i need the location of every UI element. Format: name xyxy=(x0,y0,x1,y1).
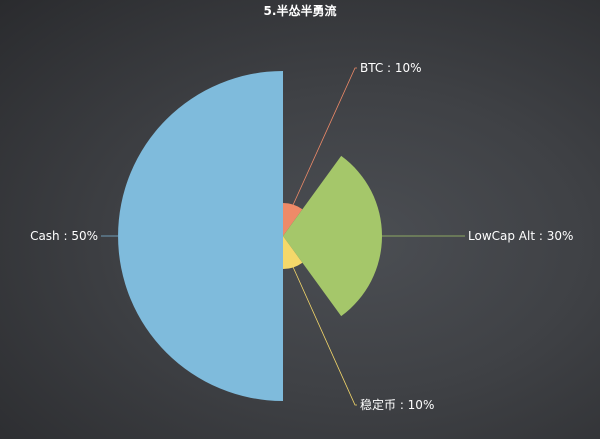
chart-title: 5.半怂半勇流 xyxy=(263,4,337,18)
slice-2[interactable] xyxy=(283,236,303,269)
label-line-2 xyxy=(292,267,357,406)
slice-0[interactable] xyxy=(283,203,303,236)
label-line-0 xyxy=(292,67,357,205)
slice-label-1: LowCap Alt : 30% xyxy=(468,229,573,243)
slice-label-0: BTC : 10% xyxy=(360,61,422,75)
slice-3[interactable] xyxy=(118,71,283,401)
slice-1[interactable] xyxy=(283,155,382,317)
slice-label-3: Cash : 50% xyxy=(30,229,98,243)
slice-label-2: 稳定币 : 10% xyxy=(360,397,434,412)
